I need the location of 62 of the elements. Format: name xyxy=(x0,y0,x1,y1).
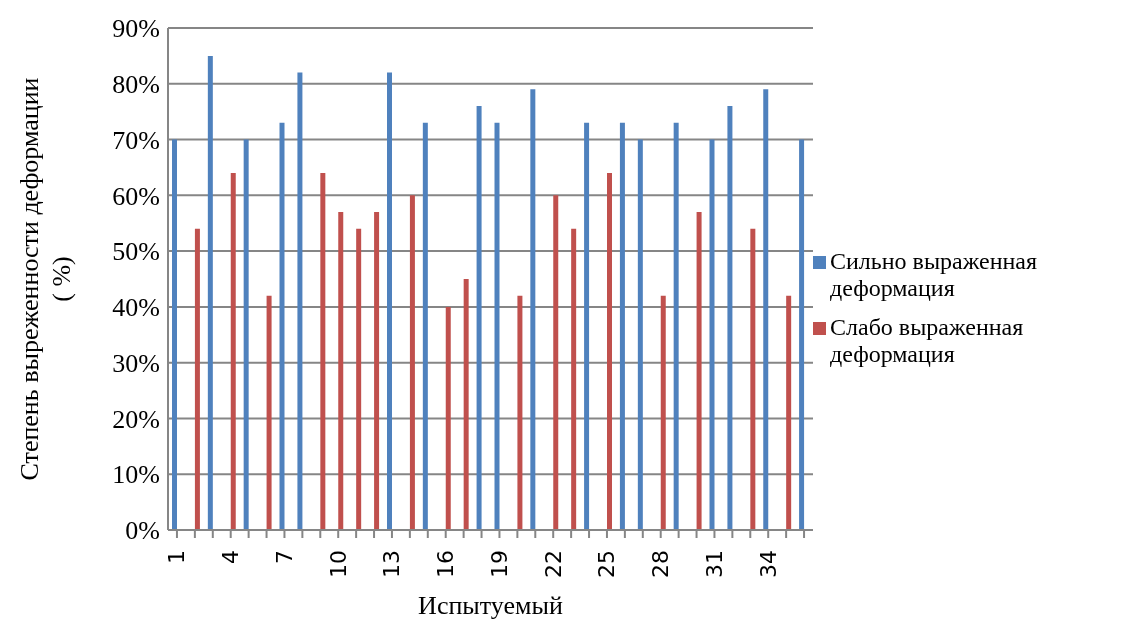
y-tick-label: 50% xyxy=(112,237,160,267)
x-tick-label: 25 xyxy=(594,550,620,578)
x-tick-label: 7 xyxy=(271,550,297,564)
bar xyxy=(673,122,679,530)
bar xyxy=(727,106,733,530)
x-axis-title: Испытуемый xyxy=(418,591,563,620)
bar xyxy=(320,173,326,530)
bar xyxy=(786,295,792,530)
y-tick-label: 10% xyxy=(112,460,160,490)
x-tick-label: 4 xyxy=(218,550,244,564)
bar xyxy=(660,295,666,530)
x-tick-label: 1 xyxy=(164,550,190,564)
x-tick-label: 34 xyxy=(755,550,781,578)
bar xyxy=(172,139,177,530)
bar xyxy=(637,139,643,530)
x-tick-label: 31 xyxy=(701,550,727,578)
bar xyxy=(607,173,612,530)
bar xyxy=(750,228,756,530)
y-tick-label: 30% xyxy=(112,348,160,378)
x-tick-label: 16 xyxy=(433,550,459,578)
y-tick-label: 20% xyxy=(112,404,160,434)
bar xyxy=(696,212,702,530)
y-tick-label: 60% xyxy=(112,181,160,211)
bar xyxy=(445,306,451,530)
bar xyxy=(571,228,577,530)
x-tick-label: 28 xyxy=(648,550,674,578)
x-tick-label: 19 xyxy=(486,550,512,578)
bar xyxy=(530,89,536,530)
bar xyxy=(387,72,392,530)
x-tick-label: 10 xyxy=(325,550,351,578)
y-tick-label: 80% xyxy=(112,70,160,100)
bar xyxy=(194,228,200,530)
y-tick-label: 90% xyxy=(112,14,160,44)
bar xyxy=(338,212,344,530)
bar xyxy=(356,228,362,530)
bar xyxy=(297,72,303,530)
bar xyxy=(799,139,805,530)
bar xyxy=(463,279,469,530)
bar xyxy=(266,295,272,530)
y-axis-title: Степень выреженности деформации ( %) xyxy=(15,77,76,481)
y-tick-label: 0% xyxy=(125,516,160,546)
bar xyxy=(422,122,428,530)
y-tick-label: 40% xyxy=(112,293,160,323)
bar xyxy=(584,122,590,530)
legend-label: Сильно выраженная деформация xyxy=(830,248,1039,302)
legend-label: Слабо выраженная деформация xyxy=(830,314,1025,368)
bar xyxy=(476,106,482,530)
bar xyxy=(230,173,236,530)
bar xyxy=(374,212,380,530)
y-tick-label: 70% xyxy=(112,125,160,155)
bar xyxy=(517,295,523,530)
bar xyxy=(279,122,285,530)
bar xyxy=(243,139,249,530)
x-tick-label: 13 xyxy=(379,550,405,578)
bar xyxy=(207,55,213,530)
bar xyxy=(494,122,500,530)
bar xyxy=(763,89,769,530)
bar xyxy=(709,139,715,530)
bar xyxy=(409,195,415,530)
x-tick-label: 22 xyxy=(540,550,566,578)
bar xyxy=(553,195,559,530)
bar xyxy=(619,122,625,530)
